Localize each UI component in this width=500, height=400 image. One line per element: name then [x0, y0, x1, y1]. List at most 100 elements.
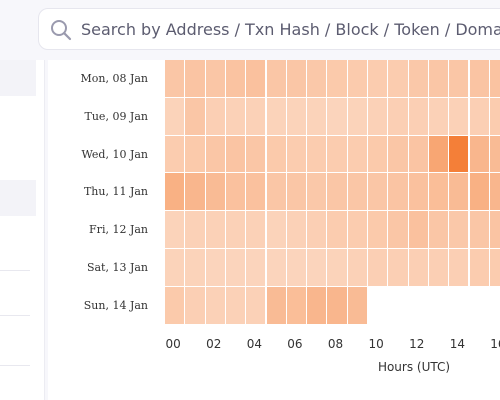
heatmap-cell[interactable] — [286, 286, 307, 324]
heatmap-cell[interactable] — [347, 173, 367, 211]
heatmap-cell[interactable] — [347, 211, 367, 248]
search-bar[interactable] — [38, 8, 500, 50]
heatmap-cell[interactable] — [266, 97, 286, 135]
heatmap-cell[interactable] — [205, 135, 225, 173]
heatmap-cell[interactable] — [489, 173, 500, 211]
heatmap-cell[interactable] — [388, 249, 408, 286]
heatmap-cell[interactable] — [307, 135, 327, 173]
heatmap-cell[interactable] — [428, 135, 449, 173]
heatmap-cell[interactable] — [286, 60, 307, 97]
heatmap-cell[interactable] — [307, 173, 327, 211]
heatmap-cell[interactable] — [266, 135, 286, 173]
heatmap-cell[interactable] — [428, 249, 449, 286]
heatmap-cell[interactable] — [368, 173, 388, 211]
heatmap-cell[interactable] — [205, 286, 225, 324]
heatmap-cell[interactable] — [489, 249, 500, 286]
search-input[interactable] — [81, 9, 500, 49]
heatmap-cell[interactable] — [347, 97, 367, 135]
heatmap-cell[interactable] — [368, 249, 388, 286]
heatmap-cell[interactable] — [347, 135, 367, 173]
heatmap-cell[interactable] — [449, 249, 469, 286]
heatmap-cell[interactable] — [347, 249, 367, 286]
heatmap-cell[interactable] — [368, 97, 388, 135]
heatmap-cell[interactable] — [449, 97, 469, 135]
heatmap-cell[interactable] — [266, 286, 286, 324]
heatmap-cell[interactable] — [165, 173, 185, 211]
heatmap-cell[interactable] — [449, 135, 469, 173]
heatmap-cell[interactable] — [408, 211, 428, 248]
sidebar-item[interactable] — [0, 180, 36, 216]
heatmap-cell[interactable] — [246, 173, 266, 211]
heatmap-cell[interactable] — [408, 135, 428, 173]
heatmap-cell[interactable] — [327, 135, 347, 173]
heatmap-cell[interactable] — [307, 286, 327, 324]
heatmap-cell[interactable] — [246, 286, 266, 324]
heatmap-cell[interactable] — [165, 60, 185, 97]
heatmap-cell[interactable] — [266, 60, 286, 97]
heatmap-cell[interactable] — [165, 211, 185, 248]
heatmap-cell[interactable] — [266, 173, 286, 211]
heatmap-cell[interactable] — [266, 249, 286, 286]
heatmap-cell[interactable] — [165, 249, 185, 286]
heatmap-cell[interactable] — [225, 60, 246, 97]
heatmap-cell[interactable] — [388, 211, 408, 248]
heatmap-cell[interactable] — [327, 249, 347, 286]
heatmap-cell[interactable] — [307, 60, 327, 97]
heatmap-cell[interactable] — [408, 97, 428, 135]
heatmap-cell[interactable] — [307, 97, 327, 135]
heatmap-cell[interactable] — [246, 97, 266, 135]
heatmap-cell[interactable] — [286, 97, 307, 135]
heatmap-cell[interactable] — [368, 60, 388, 97]
sidebar-item[interactable] — [0, 60, 36, 96]
heatmap-cell[interactable] — [307, 211, 327, 248]
heatmap-cell[interactable] — [388, 97, 408, 135]
heatmap-cell[interactable] — [225, 211, 246, 248]
heatmap-cell[interactable] — [428, 60, 449, 97]
heatmap-cell[interactable] — [286, 135, 307, 173]
heatmap-cell[interactable] — [165, 135, 185, 173]
heatmap-cell[interactable] — [327, 211, 347, 248]
heatmap-cell[interactable] — [388, 173, 408, 211]
heatmap-cell[interactable] — [225, 135, 246, 173]
heatmap-cell[interactable] — [449, 211, 469, 248]
heatmap-cell[interactable] — [388, 135, 408, 173]
heatmap-cell[interactable] — [489, 60, 500, 97]
heatmap-cell[interactable] — [408, 173, 428, 211]
heatmap-cell[interactable] — [469, 249, 489, 286]
heatmap-cell[interactable] — [185, 286, 205, 324]
heatmap-cell[interactable] — [246, 60, 266, 97]
heatmap-cell[interactable] — [327, 97, 347, 135]
heatmap-cell[interactable] — [307, 249, 327, 286]
heatmap-cell[interactable] — [246, 135, 266, 173]
heatmap-cell[interactable] — [469, 211, 489, 248]
heatmap-cell[interactable] — [286, 173, 307, 211]
heatmap-cell[interactable] — [185, 60, 205, 97]
heatmap-cell[interactable] — [449, 173, 469, 211]
heatmap-cell[interactable] — [469, 60, 489, 97]
heatmap-cell[interactable] — [205, 60, 225, 97]
heatmap-cell[interactable] — [205, 173, 225, 211]
heatmap-cell[interactable] — [368, 135, 388, 173]
heatmap-cell[interactable] — [225, 97, 246, 135]
heatmap-cell[interactable] — [489, 97, 500, 135]
heatmap-cell[interactable] — [368, 211, 388, 248]
heatmap-cell[interactable] — [449, 60, 469, 97]
heatmap-cell[interactable] — [205, 211, 225, 248]
heatmap-cell[interactable] — [327, 173, 347, 211]
heatmap-cell[interactable] — [489, 211, 500, 248]
heatmap-cell[interactable] — [185, 97, 205, 135]
heatmap-cell[interactable] — [205, 249, 225, 286]
heatmap-cell[interactable] — [489, 135, 500, 173]
heatmap-cell[interactable] — [266, 211, 286, 248]
heatmap-cell[interactable] — [286, 249, 307, 286]
heatmap-cell[interactable] — [469, 173, 489, 211]
heatmap-cell[interactable] — [246, 249, 266, 286]
heatmap-cell[interactable] — [388, 60, 408, 97]
heatmap-cell[interactable] — [469, 97, 489, 135]
heatmap-cell[interactable] — [185, 211, 205, 248]
heatmap-cell[interactable] — [347, 60, 367, 97]
heatmap-cell[interactable] — [165, 286, 185, 324]
heatmap-cell[interactable] — [327, 60, 347, 97]
heatmap-cell[interactable] — [185, 135, 205, 173]
heatmap-cell[interactable] — [165, 97, 185, 135]
